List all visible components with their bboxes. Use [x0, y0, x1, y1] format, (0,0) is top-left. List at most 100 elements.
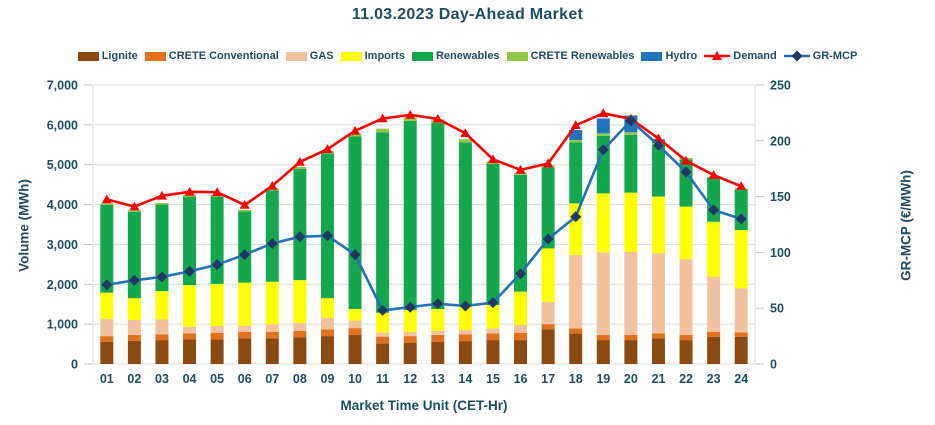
x-tick-label: 02: [127, 372, 141, 386]
legend-swatch-icon: [77, 51, 99, 61]
bar-segment-renewables: [486, 163, 500, 306]
legend-item: Hydro: [641, 50, 697, 62]
x-tick-label: 09: [321, 372, 335, 386]
bar-segment-imports: [183, 285, 197, 327]
y-tick-label-left: 4,000: [47, 198, 78, 212]
bar-segment-renewables: [569, 142, 583, 204]
diamond-icon: [791, 50, 803, 62]
bar-segment-crete_conventional: [183, 333, 197, 340]
legend-swatch-icon: [144, 51, 166, 61]
bar-segment-lignite: [210, 339, 224, 364]
gr-mcp-marker-diamond-icon: [459, 300, 471, 312]
gr-mcp-marker-diamond-icon: [184, 265, 196, 277]
bar-segment-lignite: [183, 339, 197, 364]
bar-segment-imports: [348, 308, 362, 321]
x-tick-label: 06: [238, 372, 252, 386]
demand-marker-triangle-icon: [708, 170, 719, 179]
legend: Lignite CRETE Conventional GAS Imports Renew…: [0, 50, 935, 62]
bar-segment-imports: [514, 291, 528, 325]
bar-segment-gas: [679, 259, 693, 335]
bar-segment-crete_conventional: [514, 332, 528, 341]
demand-marker-triangle-icon: [653, 133, 664, 143]
bar-segment-lignite: [320, 336, 334, 364]
bar-segment-lignite: [707, 336, 721, 364]
bar-segment-gas: [541, 301, 555, 325]
legend-label: Lignite: [101, 50, 138, 62]
gr-mcp-marker-diamond-icon: [211, 259, 223, 271]
bar-segment-renewables: [458, 142, 472, 307]
gr-mcp-marker-diamond-icon: [625, 115, 637, 127]
gr-mcp-marker-diamond-icon: [487, 297, 499, 309]
gr-mcp-line: [106, 119, 742, 312]
gr-mcp-marker-diamond-icon: [515, 268, 527, 280]
bar-segment-crete_conventional: [707, 331, 721, 337]
demand-marker-triangle-icon: [432, 113, 443, 123]
bar-segment-renewables: [624, 134, 638, 193]
x-tick-label: 08: [293, 372, 307, 386]
x-tick-label: 22: [679, 372, 693, 386]
y-tick-label-left: 5,000: [47, 158, 78, 172]
bar-segment-imports: [403, 309, 417, 332]
x-tick-label: 07: [265, 372, 279, 386]
legend-label: CRETE Conventional: [168, 50, 279, 62]
bar-segment-imports: [734, 230, 748, 289]
bar-segment-crete_conventional: [624, 334, 638, 341]
bar-segment-gas: [348, 320, 362, 329]
demand-marker-triangle-icon: [101, 194, 112, 204]
gr-mcp-marker-diamond-icon: [597, 144, 609, 156]
demand-marker-triangle-icon: [156, 190, 167, 200]
demand-marker-triangle-icon: [736, 181, 747, 191]
bar-segment-lignite: [265, 338, 279, 364]
gr-mcp-marker-diamond-icon: [708, 204, 720, 216]
bar-segment-crete_conventional: [293, 330, 307, 338]
bar-segment-lignite: [458, 341, 472, 364]
legend-item: Renewables: [411, 50, 500, 62]
bar-segment-lignite: [624, 340, 638, 364]
bar-segment-crete_conventional: [651, 333, 665, 339]
bar-segment-imports: [376, 312, 390, 333]
bar-segment-lignite: [100, 341, 114, 364]
bar-segment-imports: [486, 305, 500, 329]
demand-marker-triangle-icon: [212, 187, 223, 197]
bar-segment-gas: [265, 324, 279, 332]
bar-segment-crete_renewables: [238, 209, 252, 212]
gr-mcp-marker-diamond-icon: [239, 249, 251, 261]
x-tick-label: 12: [403, 372, 417, 386]
bar-segment-gas: [293, 322, 307, 331]
bar-segment-imports: [100, 292, 114, 319]
legend-item: GAS: [285, 50, 334, 62]
gr-mcp-marker-diamond-icon: [680, 166, 692, 178]
bar-segment-crete_conventional: [155, 334, 169, 341]
bar-segment-imports: [127, 298, 141, 320]
bar-segment-gas: [569, 254, 583, 329]
demand-marker-triangle-icon: [267, 180, 278, 190]
bar-segment-gas: [238, 325, 252, 332]
bar-segment-renewables: [100, 204, 114, 293]
demand-marker-triangle-icon: [377, 113, 388, 123]
bar-segment-lignite: [127, 340, 141, 364]
bar-segment-imports: [596, 193, 610, 253]
legend-label: Imports: [364, 50, 405, 62]
gr-mcp-marker-diamond-icon: [349, 249, 361, 261]
bar-segment-lignite: [376, 343, 390, 364]
page-title: 11.03.2023 Day-Ahead Market: [351, 6, 584, 23]
bar-segment-crete_renewables: [100, 203, 114, 205]
bar-segment-hydro: [569, 130, 583, 141]
bar-segment-gas: [376, 332, 390, 337]
bar-segment-renewables: [127, 211, 141, 299]
bar-segment-crete_renewables: [376, 128, 390, 133]
y-axis-title-right: GR-MCP (€/MWh): [898, 170, 914, 281]
bar-segment-gas: [596, 252, 610, 335]
bar-segment-crete_renewables: [155, 202, 169, 205]
legend-swatch-icon: [340, 51, 362, 61]
bar-segment-lignite: [431, 341, 445, 364]
bar-segment-imports: [320, 298, 334, 318]
bar-segment-lignite: [596, 340, 610, 364]
bar-segment-lignite: [734, 336, 748, 364]
bar-segment-crete_renewables: [403, 117, 417, 121]
y-axis-title-left: Volume (MWh): [16, 179, 32, 272]
bar-segment-renewables: [541, 167, 555, 249]
gr-mcp-marker-diamond-icon: [404, 301, 416, 313]
gr-mcp-marker-diamond-icon: [432, 298, 444, 310]
bar-segment-imports: [541, 248, 555, 302]
